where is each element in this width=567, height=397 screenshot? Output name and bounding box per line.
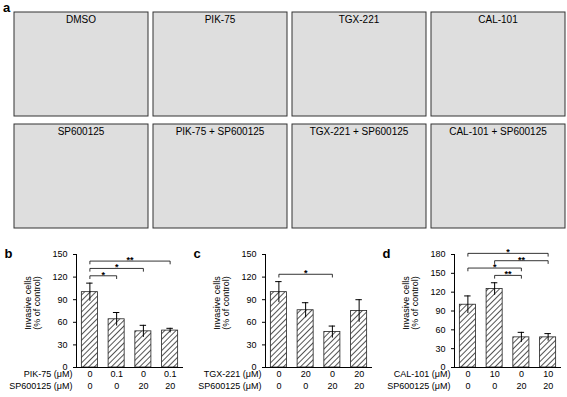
svg-text:d: d: [383, 246, 391, 261]
svg-text:TGX-221: TGX-221: [339, 14, 380, 25]
svg-text:0: 0: [141, 369, 146, 379]
svg-text:120: 120: [430, 287, 445, 297]
svg-text:20: 20: [327, 381, 337, 391]
svg-text:*: *: [506, 247, 510, 257]
svg-text:20: 20: [165, 381, 175, 391]
svg-text:20: 20: [543, 381, 553, 391]
svg-text:150: 150: [241, 249, 256, 259]
svg-text:c: c: [194, 246, 201, 261]
svg-text:0: 0: [465, 369, 470, 379]
svg-text:0: 0: [62, 362, 68, 373]
svg-text:60: 60: [246, 317, 256, 327]
svg-text:20: 20: [516, 381, 526, 391]
svg-text:TGX-221 (μM): TGX-221 (μM): [204, 369, 262, 379]
svg-text:90: 90: [435, 306, 445, 316]
svg-text:0: 0: [87, 369, 92, 379]
svg-text:SP600125: SP600125: [58, 126, 105, 137]
svg-text:0: 0: [440, 362, 446, 373]
svg-text:120: 120: [241, 272, 256, 282]
svg-text:SP600125 (μM): SP600125 (μM): [9, 381, 72, 391]
svg-text:0: 0: [492, 381, 497, 391]
svg-text:**: **: [504, 269, 512, 279]
svg-text:20: 20: [138, 381, 148, 391]
svg-text:SP600125 (μM): SP600125 (μM): [387, 381, 450, 391]
svg-text:20: 20: [354, 381, 364, 391]
svg-text:PIK-75 (μM): PIK-75 (μM): [24, 369, 73, 379]
svg-text:0: 0: [114, 381, 119, 391]
svg-text:*: *: [304, 268, 308, 278]
svg-text:a: a: [3, 0, 11, 15]
svg-text:0: 0: [276, 381, 281, 391]
svg-text:PIK-75: PIK-75: [205, 14, 236, 25]
svg-text:**: **: [518, 255, 526, 265]
svg-text:90: 90: [246, 295, 256, 305]
svg-text:CAL-101 + SP600125: CAL-101 + SP600125: [449, 126, 547, 137]
svg-text:150: 150: [52, 249, 67, 259]
svg-text:Invasive cells(% of control): Invasive cells(% of control): [23, 276, 42, 330]
svg-text:TGX-221 + SP600125: TGX-221 + SP600125: [310, 126, 409, 137]
svg-text:30: 30: [435, 344, 445, 354]
svg-text:60: 60: [57, 317, 67, 327]
svg-text:0: 0: [276, 369, 281, 379]
svg-text:SP600125 (μM): SP600125 (μM): [198, 381, 261, 391]
svg-text:60: 60: [435, 325, 445, 335]
svg-text:20: 20: [301, 369, 311, 379]
svg-text:DMSO: DMSO: [66, 14, 96, 25]
svg-text:10: 10: [490, 369, 500, 379]
svg-text:0.1: 0.1: [164, 369, 177, 379]
svg-text:*: *: [101, 270, 105, 280]
svg-text:120: 120: [52, 272, 67, 282]
svg-text:0: 0: [519, 369, 524, 379]
svg-text:0: 0: [303, 381, 308, 391]
svg-text:CAL-101 (μM): CAL-101 (μM): [394, 369, 451, 379]
svg-text:Invasive cells(% of control): Invasive cells(% of control): [401, 276, 420, 330]
svg-text:0: 0: [465, 381, 470, 391]
svg-text:CAL-101: CAL-101: [478, 14, 518, 25]
svg-text:10: 10: [543, 369, 553, 379]
svg-text:150: 150: [430, 268, 445, 278]
svg-text:0: 0: [330, 369, 335, 379]
svg-text:PIK-75 + SP600125: PIK-75 + SP600125: [176, 126, 265, 137]
svg-text:Invasive cells(% of control): Invasive cells(% of control): [212, 276, 231, 330]
svg-text:180: 180: [430, 249, 445, 259]
svg-text:30: 30: [246, 340, 256, 350]
svg-text:**: **: [126, 255, 134, 265]
svg-text:*: *: [115, 262, 119, 272]
svg-text:0: 0: [87, 381, 92, 391]
svg-text:30: 30: [57, 340, 67, 350]
svg-text:20: 20: [354, 369, 364, 379]
svg-text:0: 0: [251, 362, 257, 373]
svg-text:b: b: [5, 246, 13, 261]
svg-text:90: 90: [57, 295, 67, 305]
svg-text:0.1: 0.1: [110, 369, 123, 379]
